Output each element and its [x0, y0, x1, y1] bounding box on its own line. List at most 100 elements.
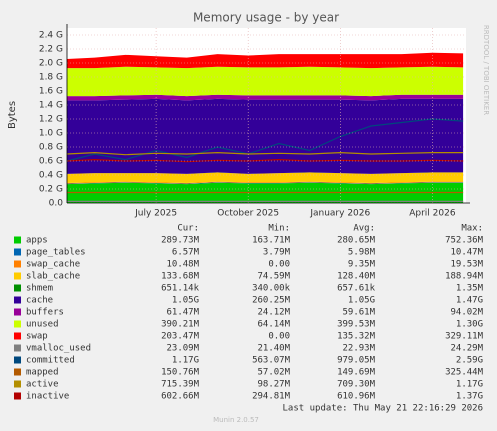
stat-value: 19.53M	[450, 260, 483, 270]
stat-value: 0.00	[268, 332, 290, 342]
stat-value: 979.05M	[337, 356, 376, 366]
legend-label: cache	[26, 296, 53, 306]
stat-value: 651.14k	[161, 284, 200, 294]
last-update: Last update: Thu May 21 22:16:29 2026	[283, 404, 483, 414]
stat-header: Cur:	[177, 224, 199, 234]
legend-swatch	[14, 392, 21, 400]
y-axis-label: Bytes	[7, 101, 18, 129]
legend-swatch	[14, 332, 21, 340]
stat-value: 59.61M	[342, 308, 375, 318]
stat-value: 149.69M	[337, 368, 376, 378]
stat-value: 280.65M	[337, 236, 376, 246]
x-tick-label: July 2025	[134, 209, 177, 219]
legend-label: swap_cache	[26, 260, 80, 270]
area	[67, 66, 464, 97]
stat-value: 1.47G	[456, 296, 483, 306]
stat-value: 1.37G	[456, 392, 483, 402]
x-tick-label: April 2026	[409, 209, 456, 219]
y-tick-label: 1.4 G	[39, 101, 63, 111]
stat-value: 23.09M	[166, 344, 199, 354]
legend-swatch	[14, 284, 21, 292]
stat-value: 9.35M	[348, 260, 376, 270]
y-tick-label: 0.4 G	[39, 171, 63, 181]
legend-swatch	[14, 344, 21, 352]
y-tick-label: 0.0	[49, 199, 64, 209]
stat-value: 399.53M	[337, 320, 376, 330]
line	[66, 118, 464, 162]
stat-value: 1.05G	[348, 296, 375, 306]
stat-value: 6.57M	[172, 248, 200, 258]
stat-value: 289.73M	[161, 236, 200, 246]
legend-swatch	[14, 308, 21, 316]
line	[66, 151, 464, 156]
legend-swatch	[14, 368, 21, 376]
stat-value: 135.32M	[337, 332, 376, 342]
legend-label: inactive	[26, 392, 69, 402]
legend-swatch	[14, 356, 21, 364]
stat-value: 602.66M	[161, 392, 200, 402]
stat-value: 715.39M	[161, 380, 200, 390]
stat-value: 98.27M	[257, 380, 290, 390]
stat-value: 260.25M	[252, 296, 291, 306]
legend-label: mapped	[26, 368, 59, 378]
stat-value: 3.79M	[263, 248, 291, 258]
y-tick-label: 2.4 G	[39, 31, 63, 41]
stat-value: 2.59G	[456, 356, 483, 366]
stat-value: 1.17G	[456, 380, 483, 390]
stat-value: 610.96M	[337, 392, 376, 402]
legend-label: buffers	[26, 308, 64, 318]
stat-value: 64.14M	[257, 320, 290, 330]
stat-value: 390.21M	[161, 320, 200, 330]
stat-value: 329.11M	[445, 332, 484, 342]
stat-value: 325.44M	[445, 368, 484, 378]
stat-value: 1.35M	[456, 284, 484, 294]
stat-value: 709.30M	[337, 380, 376, 390]
stat-value: 1.17G	[172, 356, 199, 366]
stat-value: 203.47M	[161, 332, 200, 342]
x-tick-label: January 2026	[309, 209, 370, 219]
stat-value: 10.48M	[166, 260, 199, 270]
stat-value: 752.36M	[445, 236, 484, 246]
legend-swatch	[14, 380, 21, 388]
stat-value: 61.47M	[166, 308, 199, 318]
area	[67, 172, 464, 183]
stat-value: 340.00k	[252, 284, 291, 294]
legend-swatch	[14, 248, 21, 256]
stat-value: 24.12M	[257, 308, 290, 318]
stat-value: 657.61k	[337, 284, 376, 294]
legend-label: unused	[26, 320, 59, 330]
stat-header: Min:	[268, 224, 290, 234]
x-tick-label: October 2025	[217, 209, 279, 219]
y-tick-label: 0.6 G	[39, 157, 63, 167]
stat-value: 150.76M	[161, 368, 200, 378]
legend-swatch	[14, 260, 21, 268]
stat-value: 294.81M	[252, 392, 291, 402]
stat-value: 0.00	[268, 260, 290, 270]
stat-header: Avg:	[353, 224, 375, 234]
side-label: RRDTOOL / TOBI OETIKER	[482, 25, 490, 115]
legend-label: committed	[26, 356, 75, 366]
stat-value: 1.05G	[172, 296, 199, 306]
area	[67, 172, 464, 174]
legend-label: slab_cache	[26, 272, 80, 282]
legend-label: shmem	[26, 284, 53, 294]
y-tick-label: 2.0 G	[39, 59, 63, 69]
stat-value: 94.02M	[450, 308, 483, 318]
legend-swatch	[14, 236, 21, 244]
area	[67, 181, 464, 184]
y-tick-label: 1.8 G	[39, 73, 63, 83]
legend-label: swap	[26, 332, 48, 342]
stat-value: 10.47M	[450, 248, 483, 258]
y-tick-label: 1.0 G	[39, 129, 63, 139]
stat-value: 1.30G	[456, 320, 483, 330]
stat-value: 188.94M	[445, 272, 484, 282]
legend-label: vmalloc_used	[26, 344, 91, 354]
stat-value: 128.40M	[337, 272, 376, 282]
legend-swatch	[14, 320, 21, 328]
legend-label: active	[26, 380, 59, 390]
stat-value: 21.40M	[257, 344, 290, 354]
stat-value: 163.71M	[252, 236, 291, 246]
area	[67, 182, 464, 185]
y-tick-label: 2.2 G	[39, 45, 63, 55]
